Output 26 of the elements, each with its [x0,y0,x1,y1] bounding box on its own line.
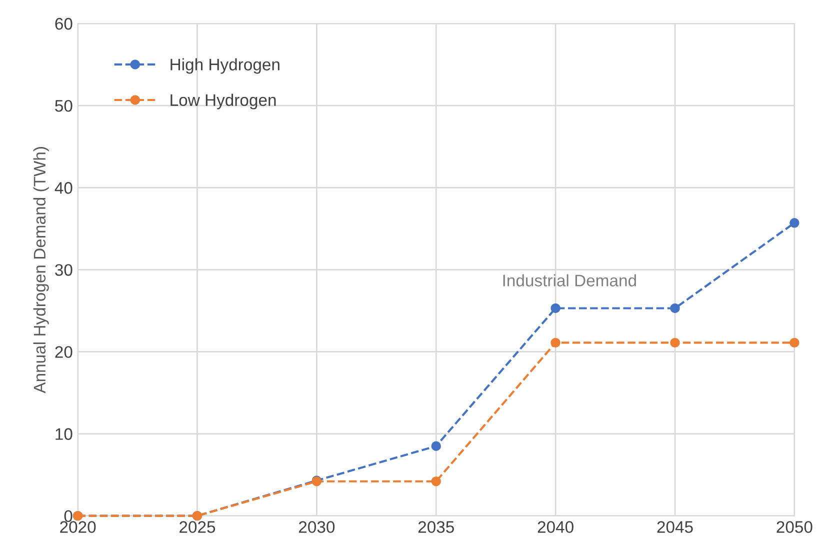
annotation: Industrial Demand [503,274,636,286]
point [431,441,441,451]
y-tick-label: 20 [55,346,72,358]
x-tick-label: 2040 [538,521,574,533]
point [550,303,560,314]
x-tick-label: 2030 [298,521,335,533]
point [550,338,560,348]
point [790,338,800,348]
y-tick-label: 40 [54,182,72,194]
x-tick-label: 2045 [657,521,693,533]
legend-label: Low Hydrogen [170,94,276,110]
y-axis-title: Annual Hydrogen Demand (TWh) [33,147,49,394]
y-tick-label: 10 [56,428,72,440]
y-tick-label: 60 [55,18,72,30]
x-tick-label: 2025 [180,521,216,533]
y-tick-label: 0 [64,510,72,522]
x-tick-label: 2020 [60,521,96,533]
y-tick-label: 30 [55,264,72,276]
point [670,338,680,348]
x-tick-label: 2050 [776,521,812,533]
x-tick-label: 2035 [418,521,454,533]
legend-label: High Hydrogen [170,58,280,74]
point [670,303,680,314]
y-tick-label: 50 [55,100,72,112]
point [790,218,800,228]
point [431,476,441,486]
